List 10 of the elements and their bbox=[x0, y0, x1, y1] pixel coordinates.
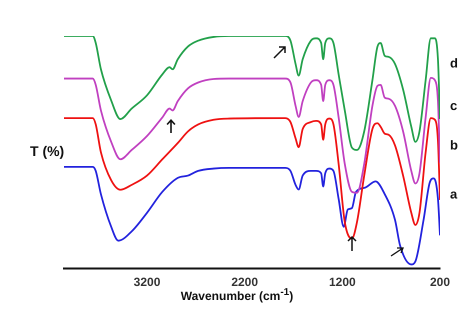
series-label: a bbox=[450, 186, 458, 202]
series-label: c bbox=[450, 98, 458, 114]
x-tick-label: 3200 bbox=[134, 275, 161, 290]
x-tick-label: 2200 bbox=[231, 275, 258, 290]
series-label: b bbox=[450, 138, 458, 153]
series-label: d bbox=[450, 56, 458, 71]
x-tick-label: 1200 bbox=[328, 275, 356, 290]
x-axis-title: Wavenumber (cm$^{-1}$) bbox=[180, 287, 294, 303]
x-tick-label: 200 bbox=[430, 275, 450, 290]
y-axis-title: T (%) bbox=[30, 143, 64, 159]
